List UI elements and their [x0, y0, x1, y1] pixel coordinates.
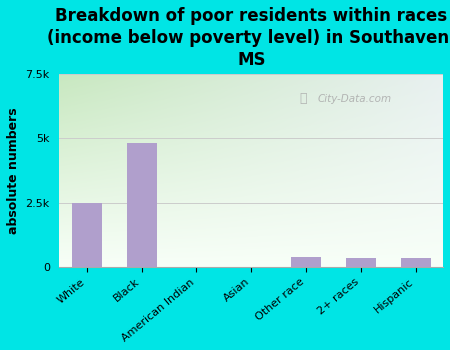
Bar [72, 203, 102, 267]
Title: Breakdown of poor residents within races
(income below poverty level) in Southav: Breakdown of poor residents within races… [47, 7, 450, 69]
Bar [346, 258, 376, 267]
Bar [291, 257, 321, 267]
Text: City-Data.com: City-Data.com [318, 94, 392, 104]
Bar [126, 143, 157, 267]
Text: ⦾: ⦾ [299, 92, 307, 105]
Bar [400, 258, 431, 267]
Y-axis label: absolute numbers: absolute numbers [7, 107, 20, 233]
